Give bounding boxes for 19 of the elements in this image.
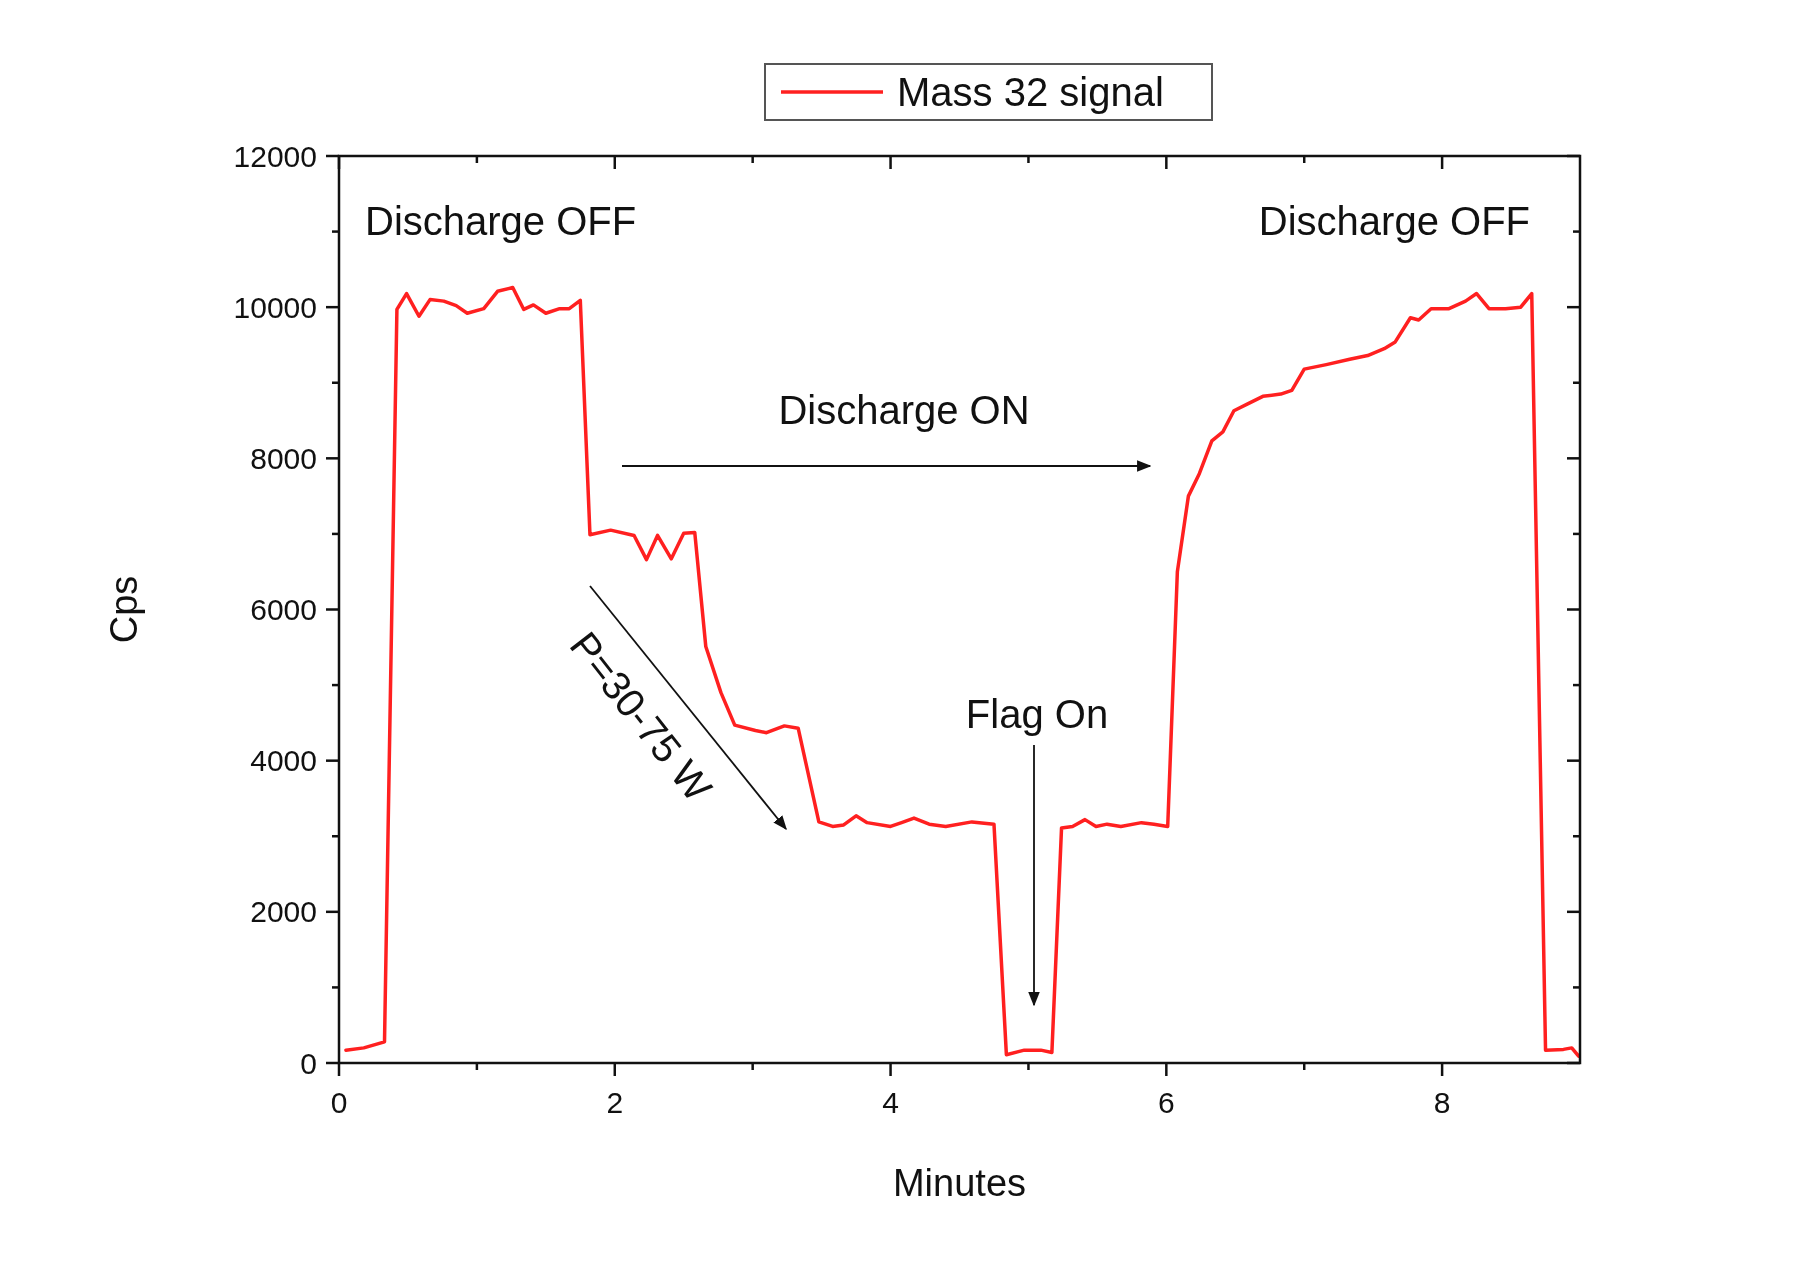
- legend-label: Mass 32 signal: [897, 70, 1164, 115]
- x-axis-title: Minutes: [892, 1162, 1027, 1204]
- x-tick-label: 0: [330, 1086, 348, 1119]
- x-tick-label: 2: [606, 1086, 624, 1119]
- x-tick-label: 4: [882, 1086, 899, 1119]
- y-tick-label: 2000: [250, 895, 317, 929]
- y-tick-label: 6000: [250, 593, 317, 626]
- annotation: Discharge OFF: [365, 199, 637, 243]
- x-tick-label: 6: [1157, 1086, 1175, 1119]
- y-tick-label: 0: [300, 1046, 317, 1080]
- x-tick-label: 8: [1433, 1086, 1451, 1119]
- annotation: Flag On: [965, 692, 1109, 736]
- y-tick-label: 12000: [233, 139, 317, 173]
- annotation: Discharge ON: [778, 388, 1030, 432]
- y-tick-label: 8000: [250, 441, 317, 475]
- y-axis-title: Cps: [103, 575, 145, 644]
- annotation: Discharge OFF: [1258, 199, 1530, 243]
- y-tick-label: 4000: [250, 744, 317, 778]
- y-tick-label: 10000: [233, 290, 317, 324]
